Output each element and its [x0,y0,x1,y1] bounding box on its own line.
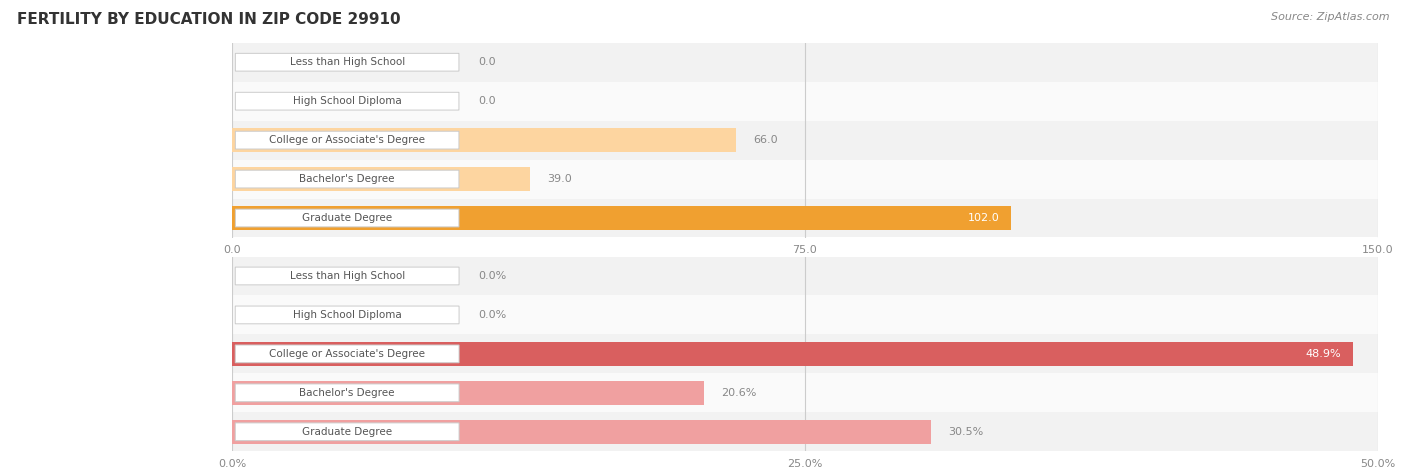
FancyBboxPatch shape [235,267,460,285]
Text: Less than High School: Less than High School [290,57,405,67]
Text: High School Diploma: High School Diploma [292,96,402,106]
Bar [232,43,1378,82]
FancyBboxPatch shape [235,170,458,188]
Text: Bachelor's Degree: Bachelor's Degree [299,174,395,184]
Bar [232,121,1378,160]
Text: 0.0: 0.0 [478,96,496,106]
Bar [232,412,1378,451]
Bar [232,381,704,405]
Text: College or Associate's Degree: College or Associate's Degree [269,135,425,145]
Bar [232,420,931,444]
Text: 0.0%: 0.0% [478,310,506,320]
Text: 0.0%: 0.0% [478,271,506,281]
Text: FERTILITY BY EDUCATION IN ZIP CODE 29910: FERTILITY BY EDUCATION IN ZIP CODE 29910 [17,12,401,27]
FancyBboxPatch shape [235,306,460,324]
Text: 66.0: 66.0 [754,135,778,145]
Bar [232,167,530,191]
FancyBboxPatch shape [235,423,460,441]
Text: Bachelor's Degree: Bachelor's Degree [299,388,395,398]
FancyBboxPatch shape [235,131,458,149]
Text: 30.5%: 30.5% [948,427,983,437]
Text: 20.6%: 20.6% [721,388,756,398]
Text: Graduate Degree: Graduate Degree [302,427,392,437]
Text: 0.0: 0.0 [478,57,496,67]
Bar [232,128,737,152]
Text: College or Associate's Degree: College or Associate's Degree [269,349,425,359]
Text: 102.0: 102.0 [967,213,1000,223]
Text: High School Diploma: High School Diploma [292,310,402,320]
Text: Less than High School: Less than High School [290,271,405,281]
Text: Source: ZipAtlas.com: Source: ZipAtlas.com [1271,12,1389,22]
Bar [232,334,1378,373]
Text: 39.0: 39.0 [547,174,572,184]
Bar [232,160,1378,199]
FancyBboxPatch shape [235,209,458,227]
Bar [232,199,1378,238]
Bar [232,206,1011,230]
Bar [232,342,1353,366]
Text: Graduate Degree: Graduate Degree [302,213,392,223]
FancyBboxPatch shape [235,53,458,71]
Text: 48.9%: 48.9% [1306,349,1341,359]
FancyBboxPatch shape [235,92,458,110]
Bar [232,373,1378,412]
Bar [232,295,1378,334]
FancyBboxPatch shape [235,345,460,363]
FancyBboxPatch shape [235,384,460,402]
Bar [232,82,1378,121]
Bar [232,256,1378,295]
